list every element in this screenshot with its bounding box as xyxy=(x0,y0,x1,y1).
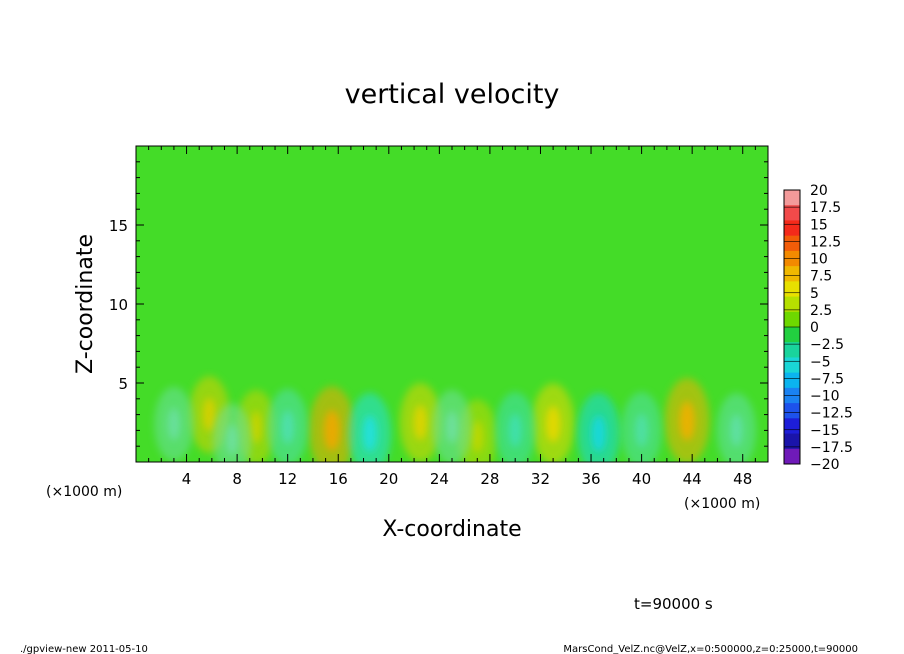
velocity-cell xyxy=(508,413,522,448)
chart-title: vertical velocity xyxy=(345,79,560,110)
x-tick-label: 28 xyxy=(480,470,499,488)
colorbar-swatch xyxy=(784,266,800,282)
velocity-cell xyxy=(470,420,484,454)
colorbar-label: −17.5 xyxy=(810,440,853,456)
x-tick-label: 4 xyxy=(182,470,192,488)
colorbar-swatch xyxy=(784,418,800,435)
velocity-cell xyxy=(445,410,459,444)
x-tick-label: 20 xyxy=(379,470,398,488)
x-tick-label: 16 xyxy=(329,470,348,488)
colorbar-swatch xyxy=(784,372,800,389)
x-axis-unit-left: (×1000 m) xyxy=(46,484,122,500)
colorbar-label: 0 xyxy=(810,320,819,336)
velocity-cell xyxy=(167,407,181,441)
y-axis-title: Z-coordinate xyxy=(73,234,98,374)
colorbar-swatch xyxy=(784,235,800,252)
colorbar-label: 5 xyxy=(810,286,819,302)
colorbar-swatch xyxy=(784,190,800,206)
y-tick-label: 15 xyxy=(109,217,128,235)
colorbar-swatch xyxy=(784,296,800,313)
colorbar-swatch xyxy=(784,448,800,465)
velocity-cell xyxy=(634,413,649,448)
velocity-cell xyxy=(362,415,378,452)
colorbar-swatch xyxy=(784,433,800,450)
colorbar-swatch xyxy=(784,311,800,328)
colorbar-swatch xyxy=(784,205,800,221)
footer-source: MarsCond_VelZ.nc@VelZ,x=0:500000,z=0:250… xyxy=(563,644,858,654)
colorbar-label: −10 xyxy=(810,389,840,405)
colorbar-label: −2.5 xyxy=(810,337,844,353)
colorbar-label: 12.5 xyxy=(810,234,841,250)
colorbar-label: 10 xyxy=(810,252,828,268)
x-axis-title: X-coordinate xyxy=(382,517,521,542)
velocity-cell xyxy=(679,401,696,441)
velocity-cell xyxy=(591,415,606,452)
colorbar-label: 17.5 xyxy=(810,200,841,216)
velocity-cell xyxy=(225,424,239,456)
velocity-cell xyxy=(323,410,341,451)
velocity-cell xyxy=(249,410,263,444)
velocity-cell xyxy=(545,405,561,443)
colorbar-swatch xyxy=(784,220,800,237)
y-axis: 5 10 15 xyxy=(109,161,768,447)
velocity-cell xyxy=(280,410,295,445)
x-tick-label: 24 xyxy=(430,470,449,488)
x-tick-label: 32 xyxy=(531,470,550,488)
colorbar-label: 7.5 xyxy=(810,269,832,285)
x-tick-label: 36 xyxy=(581,470,600,488)
colorbar-label: 15 xyxy=(810,217,828,233)
x-axis-unit-right: (×1000 m) xyxy=(684,496,760,512)
colorbar-label: 2.5 xyxy=(810,303,832,319)
x-tick-label: 48 xyxy=(733,470,752,488)
x-tick-label: 8 xyxy=(232,470,242,488)
colorbar-swatch xyxy=(784,327,800,343)
velocity-cell xyxy=(413,404,428,441)
colorbar-label: 20 xyxy=(810,183,828,199)
y-tick-label: 10 xyxy=(109,296,128,314)
plot-area xyxy=(135,145,769,463)
colorbar-swatch xyxy=(784,342,800,358)
velocity-cell xyxy=(202,397,217,432)
footer-program: ./gpview-new 2011-05-10 xyxy=(20,644,148,654)
time-label: t=90000 s xyxy=(634,595,713,613)
colorbar-label: −7.5 xyxy=(810,371,844,387)
x-axis: 4 8 12 16 20 24 28 32 36 40 44 48 xyxy=(148,146,756,488)
colorbar-label: −15 xyxy=(810,423,840,439)
x-tick-label: 12 xyxy=(278,470,297,488)
x-tick-label: 40 xyxy=(632,470,651,488)
colorbar-label: −20 xyxy=(810,457,840,473)
colorbar-swatch xyxy=(784,357,800,374)
colorbar-label: −12.5 xyxy=(810,406,853,422)
colorbar-swatch xyxy=(784,403,800,419)
colorbar-swatch xyxy=(784,281,800,298)
x-tick-label: 44 xyxy=(683,470,702,488)
velocity-field xyxy=(154,376,757,462)
velocity-cell xyxy=(729,414,743,447)
colorbar-label: −5 xyxy=(810,354,831,370)
y-tick-label: 5 xyxy=(118,375,128,393)
